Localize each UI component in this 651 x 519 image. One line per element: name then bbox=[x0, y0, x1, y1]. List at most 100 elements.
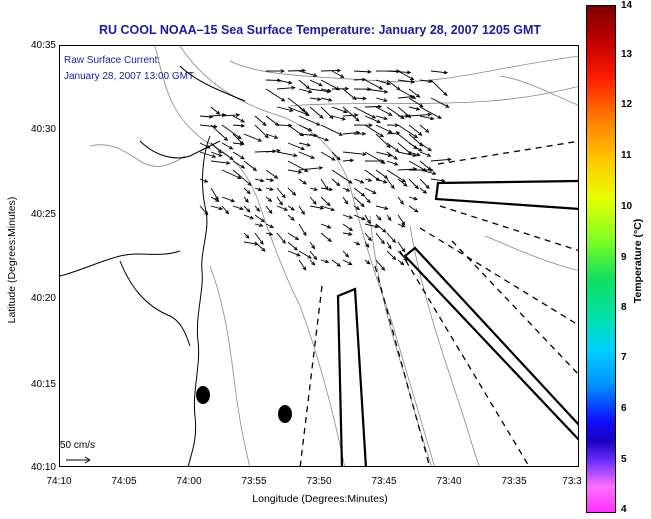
current-vector-head bbox=[362, 131, 367, 136]
current-vector-head bbox=[426, 153, 432, 157]
current-vector bbox=[221, 142, 233, 150]
current-vector bbox=[364, 124, 384, 137]
current-vector bbox=[364, 106, 382, 108]
current-vector-head bbox=[396, 69, 401, 74]
current-vector bbox=[276, 196, 283, 206]
current-vector-head bbox=[211, 154, 217, 158]
current-vector bbox=[408, 142, 422, 152]
current-vector bbox=[320, 205, 335, 211]
current-vector-head bbox=[246, 208, 251, 213]
current-vector-head bbox=[401, 223, 406, 228]
current-vector bbox=[221, 124, 242, 139]
current-vector bbox=[309, 196, 317, 205]
current-vector-head bbox=[418, 147, 423, 152]
current-vector bbox=[254, 241, 266, 252]
current-vector bbox=[265, 205, 273, 214]
current-vector bbox=[408, 124, 422, 136]
current-vector bbox=[397, 70, 414, 80]
current-vector bbox=[342, 196, 348, 205]
current-vector-head bbox=[374, 224, 380, 229]
x-tick-label: 74:00 bbox=[176, 476, 202, 487]
current-vector-head bbox=[239, 206, 244, 211]
current-vector-head bbox=[377, 104, 383, 109]
current-vector-head bbox=[308, 127, 313, 132]
current-vector-head bbox=[362, 152, 367, 157]
current-vector bbox=[254, 178, 264, 182]
current-vector bbox=[408, 113, 431, 117]
y-tick-label: 40:15 bbox=[30, 379, 56, 390]
current-vector bbox=[386, 214, 392, 221]
current-vector bbox=[353, 178, 364, 184]
current-vector-head bbox=[316, 122, 321, 126]
current-vector-head bbox=[308, 89, 313, 94]
current-vector bbox=[397, 214, 405, 225]
current-vector bbox=[331, 178, 340, 186]
colorbar-tick: 10 bbox=[621, 201, 633, 212]
current-vector bbox=[430, 158, 451, 162]
current-vector bbox=[342, 223, 353, 231]
current-vector-head bbox=[259, 178, 265, 183]
current-vector-head bbox=[293, 246, 298, 251]
current-vector bbox=[265, 133, 278, 139]
current-vector-head bbox=[348, 215, 354, 219]
current-vector-head bbox=[240, 118, 246, 123]
current-vector bbox=[364, 232, 372, 241]
current-vector-head bbox=[367, 69, 372, 74]
current-vector bbox=[276, 151, 297, 157]
current-vector-head bbox=[406, 114, 412, 119]
scale-arrow bbox=[66, 456, 91, 464]
current-vector-head bbox=[406, 70, 412, 75]
current-vector bbox=[287, 232, 299, 240]
current-vector bbox=[353, 187, 365, 197]
current-vector-head bbox=[354, 113, 359, 118]
current-vector-head bbox=[225, 210, 230, 215]
current-vector bbox=[287, 97, 306, 112]
colorbar-tick: 5 bbox=[621, 454, 627, 465]
current-vector-head bbox=[313, 73, 318, 77]
current-vector-head bbox=[311, 244, 316, 250]
current-vector-head bbox=[260, 218, 266, 223]
current-vector bbox=[331, 259, 341, 267]
bathymetry-contours bbox=[89, 46, 578, 466]
current-vector bbox=[199, 115, 213, 118]
current-vector-head bbox=[290, 206, 295, 211]
current-vector bbox=[430, 178, 445, 182]
current-vector-head bbox=[365, 243, 370, 248]
current-vector-head bbox=[240, 164, 246, 169]
current-vector bbox=[386, 79, 401, 91]
current-vector-head bbox=[413, 196, 419, 201]
current-vector-head bbox=[401, 178, 407, 183]
current-vector-head bbox=[283, 207, 289, 211]
current-vector bbox=[386, 169, 406, 183]
current-vector-head bbox=[348, 232, 353, 236]
current-vector bbox=[331, 169, 353, 184]
current-vector bbox=[386, 160, 398, 166]
current-vector-head bbox=[327, 238, 332, 243]
current-vector bbox=[320, 232, 332, 242]
current-vector bbox=[320, 124, 343, 136]
current-vector bbox=[364, 223, 379, 228]
current-vector bbox=[397, 151, 416, 157]
current-vector bbox=[210, 124, 228, 141]
current-vector bbox=[375, 214, 382, 221]
current-vector bbox=[265, 88, 285, 102]
current-vector-head bbox=[344, 200, 349, 205]
current-vector-head bbox=[223, 136, 229, 141]
current-vector bbox=[320, 223, 331, 229]
current-vector-head bbox=[414, 208, 419, 213]
current-vector-head bbox=[218, 153, 223, 157]
current-vector bbox=[298, 259, 307, 271]
current-vector-head bbox=[240, 155, 245, 160]
current-vector-head bbox=[324, 259, 330, 264]
current-vector-head bbox=[413, 134, 419, 139]
map-plot-area[interactable] bbox=[59, 45, 579, 467]
current-vector-head bbox=[228, 145, 234, 150]
current-vector bbox=[342, 131, 360, 135]
current-vector bbox=[254, 214, 265, 223]
colorbar-label: Temperature (°C) bbox=[632, 218, 644, 304]
current-vector-head bbox=[336, 156, 341, 161]
current-vector bbox=[342, 159, 354, 162]
current-vector bbox=[210, 160, 230, 164]
current-vector-head bbox=[349, 158, 355, 163]
current-vector bbox=[386, 241, 392, 249]
